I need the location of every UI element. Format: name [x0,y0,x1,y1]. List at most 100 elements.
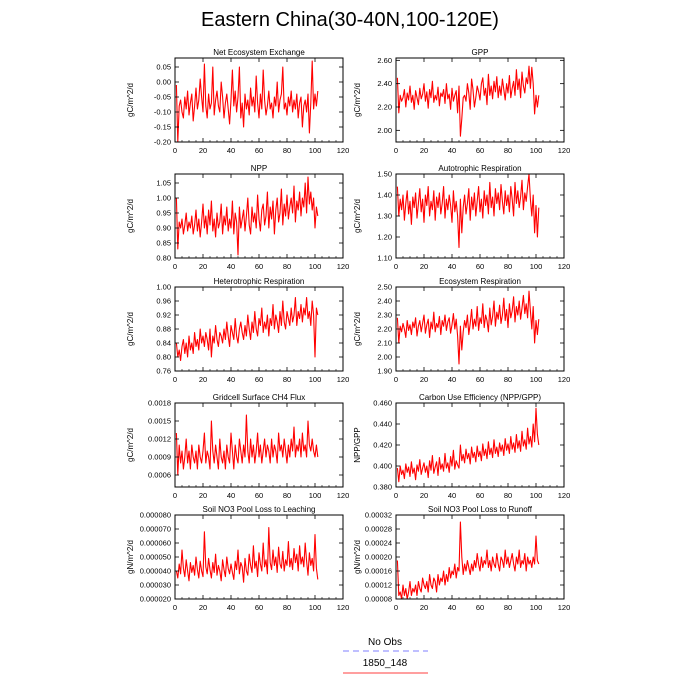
x-tick-label: 80 [504,375,512,384]
x-tick-label: 60 [255,603,263,612]
x-tick-label: 60 [476,375,484,384]
y-tick-label: 2.00 [377,126,392,135]
panel-title: Carbon Use Efficiency (NPP/GPP) [419,393,541,402]
x-tick-label: 120 [558,146,571,155]
y-tick-label: 0.00020 [365,553,392,562]
x-tick-label: 60 [255,491,263,500]
x-tick-label: 20 [420,603,428,612]
x-tick-label: 20 [420,262,428,271]
x-tick-label: 0 [394,491,398,500]
y-axis-label: gC/m^2/d [126,199,135,233]
y-tick-label: 0.95 [156,209,171,218]
x-tick-label: 0 [173,146,177,155]
series-line [175,296,319,362]
series-line [396,173,540,249]
y-tick-label: 0.000070 [140,525,171,534]
x-tick-label: 60 [476,146,484,155]
y-tick-label: 0.0009 [148,453,171,462]
y-tick-label: 1.00 [156,194,171,203]
y-tick-label: 2.10 [377,339,392,348]
x-tick-label: 100 [530,603,543,612]
y-tick-label: 1.50 [377,170,392,179]
x-tick-label: 120 [337,146,350,155]
y-tick-label: 0.80 [156,254,171,263]
y-tick-label: 0.92 [156,311,171,320]
x-tick-label: 20 [420,491,428,500]
x-tick-label: 100 [530,262,543,271]
y-axis-label: gC/m^2/d [353,312,362,346]
y-tick-label: 0.0006 [148,471,171,480]
y-tick-label: 2.40 [377,297,392,306]
plot-frame [174,57,344,143]
x-tick-label: 60 [476,262,484,271]
figure-title: Eastern China(30-40N,100-120E) [201,9,499,31]
y-axis-label: NPP/GPP [353,427,362,463]
y-tick-label: 0.420 [373,441,392,450]
y-tick-label: 0.380 [373,483,392,492]
x-tick-label: 60 [255,375,263,384]
y-tick-label: 1.90 [377,367,392,376]
y-tick-label: 0.00 [156,78,171,87]
y-tick-label: 2.40 [377,79,392,88]
series-line [396,290,540,365]
series-line [175,60,319,143]
x-tick-label: 80 [283,375,291,384]
x-tick-label: 100 [309,375,322,384]
y-tick-label: 1.05 [156,179,171,188]
x-tick-label: 80 [283,146,291,155]
panel-title: Autotrophic Respiration [438,164,521,173]
x-tick-label: 0 [173,491,177,500]
x-tick-label: 100 [530,491,543,500]
y-tick-label: 0.76 [156,367,171,376]
y-axis-label: gN/m^2/d [126,540,135,574]
y-tick-label: 0.00032 [365,511,392,520]
y-tick-label: 0.000030 [140,581,171,590]
x-tick-label: 100 [309,262,322,271]
x-tick-label: 60 [476,491,484,500]
x-tick-label: 0 [394,146,398,155]
y-tick-label: 0.80 [156,353,171,362]
x-tick-label: 100 [309,603,322,612]
y-tick-label: 0.000040 [140,567,171,576]
y-tick-label: 2.00 [377,353,392,362]
x-tick-label: 40 [227,603,235,612]
y-tick-label: 0.84 [156,339,171,348]
x-tick-label: 120 [337,603,350,612]
x-tick-label: 80 [504,491,512,500]
series-line [396,521,540,600]
y-axis-label: gN/m^2/d [353,540,362,574]
x-tick-label: 120 [337,491,350,500]
x-tick-label: 80 [283,262,291,271]
x-tick-label: 80 [504,262,512,271]
y-tick-label: 0.05 [156,63,171,72]
y-tick-label: 2.20 [377,325,392,334]
y-tick-label: 0.00016 [365,567,392,576]
series-line [175,414,319,476]
x-tick-label: 0 [173,375,177,384]
y-tick-label: 0.000080 [140,511,171,520]
panel-title: Ecosystem Respiration [439,277,521,286]
x-tick-label: 60 [255,146,263,155]
x-tick-label: 40 [227,262,235,271]
x-tick-label: 80 [283,491,291,500]
x-tick-label: 40 [448,603,456,612]
y-tick-label: 1.30 [377,212,392,221]
panel-title: Net Ecosystem Exchange [213,48,305,57]
x-tick-label: 20 [199,491,207,500]
y-axis-label: gC/m^2/d [353,83,362,117]
x-tick-label: 40 [448,262,456,271]
y-axis-label: gC/m^2/d [126,83,135,117]
legend-label-obs: No Obs [368,637,402,648]
x-tick-label: 120 [558,262,571,271]
x-tick-label: 0 [173,262,177,271]
y-tick-label: 0.0018 [148,399,171,408]
x-tick-label: 120 [337,375,350,384]
x-tick-label: 20 [199,262,207,271]
x-tick-label: 0 [394,262,398,271]
y-tick-label: 0.0015 [148,417,171,426]
panel-title: Soil NO3 Pool Loss to Leaching [203,505,316,514]
plot-frame [174,402,344,488]
x-tick-label: 40 [227,375,235,384]
series-line [175,527,319,583]
y-tick-label: -0.10 [154,108,171,117]
